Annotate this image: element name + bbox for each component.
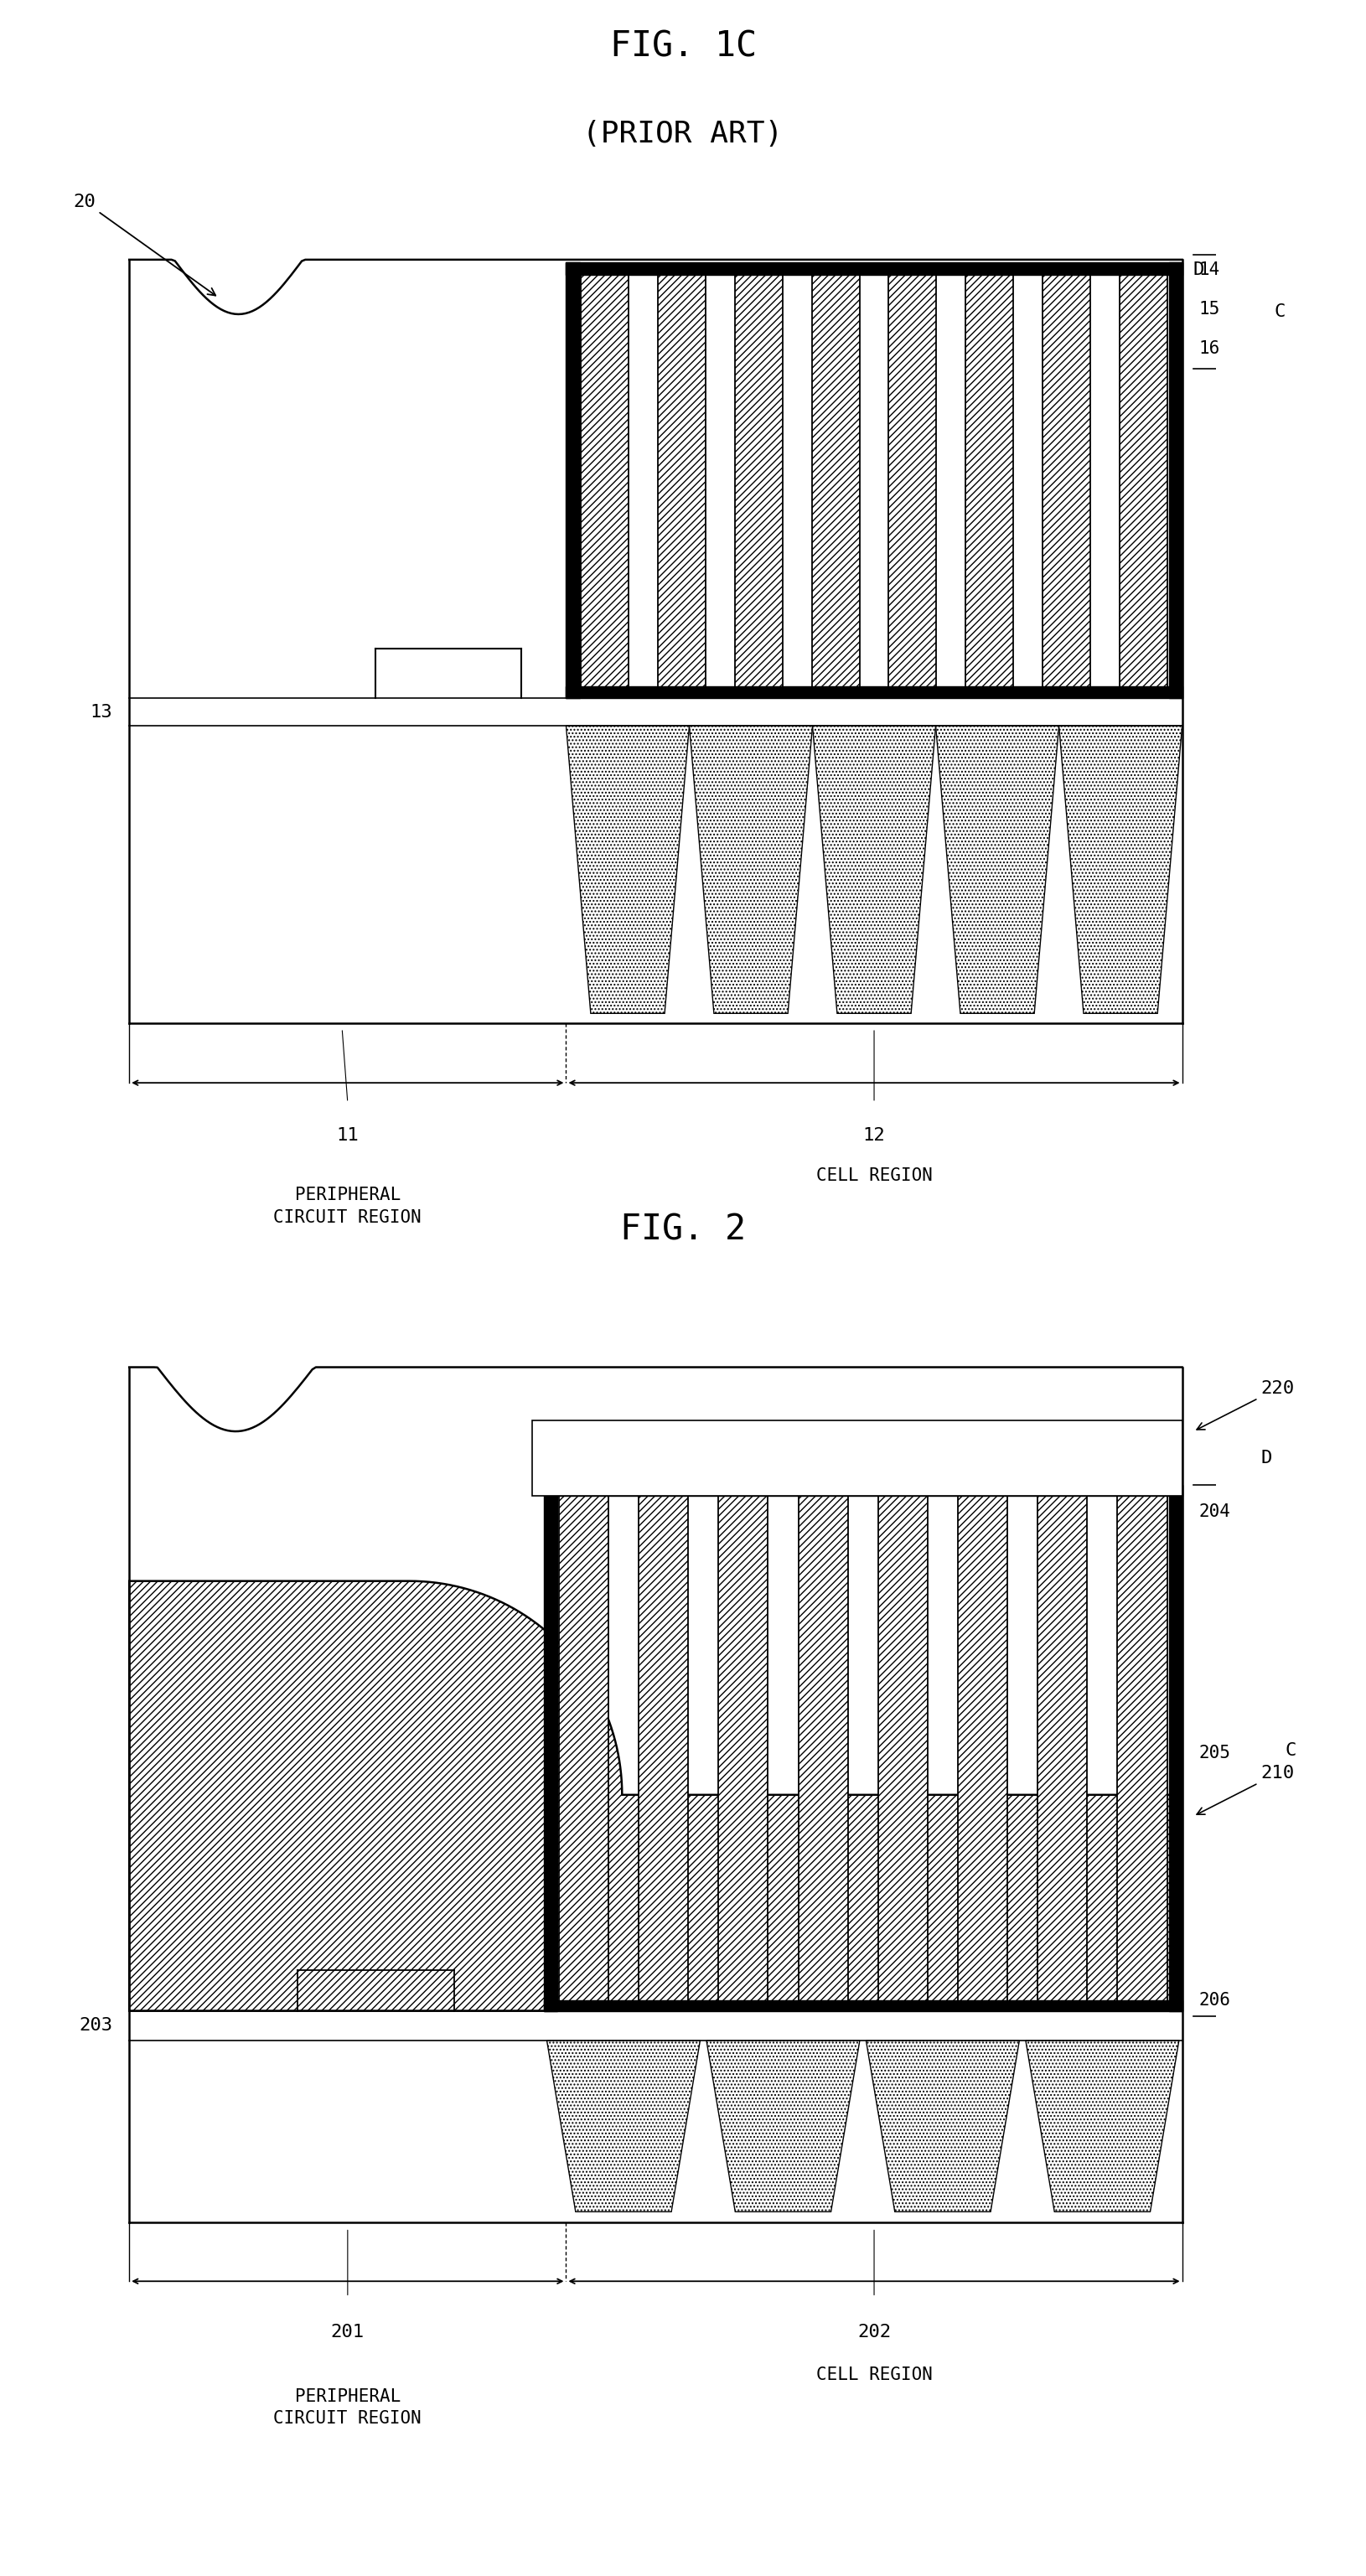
Text: 201: 201 xyxy=(331,2324,365,2342)
Text: PERIPHERAL
CIRCUIT REGION: PERIPHERAL CIRCUIT REGION xyxy=(273,2388,422,2427)
Text: 210: 210 xyxy=(1197,1765,1294,1814)
Text: 15: 15 xyxy=(1199,301,1220,317)
Text: 14: 14 xyxy=(1199,260,1220,278)
Polygon shape xyxy=(566,263,1182,276)
Text: 12: 12 xyxy=(863,1128,885,1144)
Polygon shape xyxy=(544,1484,557,2012)
Bar xyxy=(1120,276,1168,698)
Text: 204: 204 xyxy=(1199,1504,1231,1520)
Bar xyxy=(657,276,705,698)
Text: PERIPHERAL
CIRCUIT REGION: PERIPHERAL CIRCUIT REGION xyxy=(273,1188,422,1226)
Text: D: D xyxy=(1194,260,1205,278)
Polygon shape xyxy=(866,2040,1019,2213)
Polygon shape xyxy=(1169,263,1182,698)
Polygon shape xyxy=(566,726,690,1012)
Text: 202: 202 xyxy=(858,2324,891,2342)
Bar xyxy=(798,1497,848,2012)
Text: 203: 203 xyxy=(79,2017,112,2035)
Polygon shape xyxy=(544,1484,1182,1497)
Bar xyxy=(1117,1497,1167,2012)
Bar xyxy=(966,276,1014,698)
Bar xyxy=(735,276,783,698)
Polygon shape xyxy=(566,263,579,698)
Polygon shape xyxy=(1026,2040,1179,2213)
Text: FIG. 1C: FIG. 1C xyxy=(609,28,757,64)
Bar xyxy=(958,1497,1007,2012)
Text: 13: 13 xyxy=(90,703,112,721)
Text: D: D xyxy=(1261,1450,1272,1466)
Text: 220: 220 xyxy=(1197,1381,1294,1430)
Bar xyxy=(559,1497,608,2012)
Text: C: C xyxy=(1285,1741,1296,1759)
Polygon shape xyxy=(706,2040,859,2213)
Text: 20: 20 xyxy=(74,193,216,296)
Text: (PRIOR ART): (PRIOR ART) xyxy=(583,118,783,149)
Polygon shape xyxy=(1169,1484,1182,2012)
Text: CELL REGION: CELL REGION xyxy=(816,1167,932,1185)
Text: C: C xyxy=(1274,304,1285,319)
Polygon shape xyxy=(813,726,936,1012)
Polygon shape xyxy=(690,726,813,1012)
Polygon shape xyxy=(533,1419,1182,1497)
Bar xyxy=(719,1497,768,2012)
Bar xyxy=(639,1497,688,2012)
Text: CELL REGION: CELL REGION xyxy=(816,2367,932,2383)
Polygon shape xyxy=(566,685,1182,698)
Polygon shape xyxy=(546,2040,701,2213)
Text: 206: 206 xyxy=(1199,1991,1231,2009)
Text: FIG. 2: FIG. 2 xyxy=(620,1213,746,1247)
Bar xyxy=(878,1497,928,2012)
Polygon shape xyxy=(544,1999,1182,2012)
Polygon shape xyxy=(1059,726,1182,1012)
Bar xyxy=(811,276,859,698)
Bar xyxy=(1042,276,1090,698)
Polygon shape xyxy=(130,1582,1182,2012)
Bar xyxy=(1038,1497,1087,2012)
Polygon shape xyxy=(936,726,1059,1012)
Text: 205: 205 xyxy=(1199,1744,1231,1762)
Text: 11: 11 xyxy=(336,1128,359,1144)
Text: 16: 16 xyxy=(1199,340,1220,358)
Bar xyxy=(581,276,628,698)
Bar xyxy=(889,276,937,698)
